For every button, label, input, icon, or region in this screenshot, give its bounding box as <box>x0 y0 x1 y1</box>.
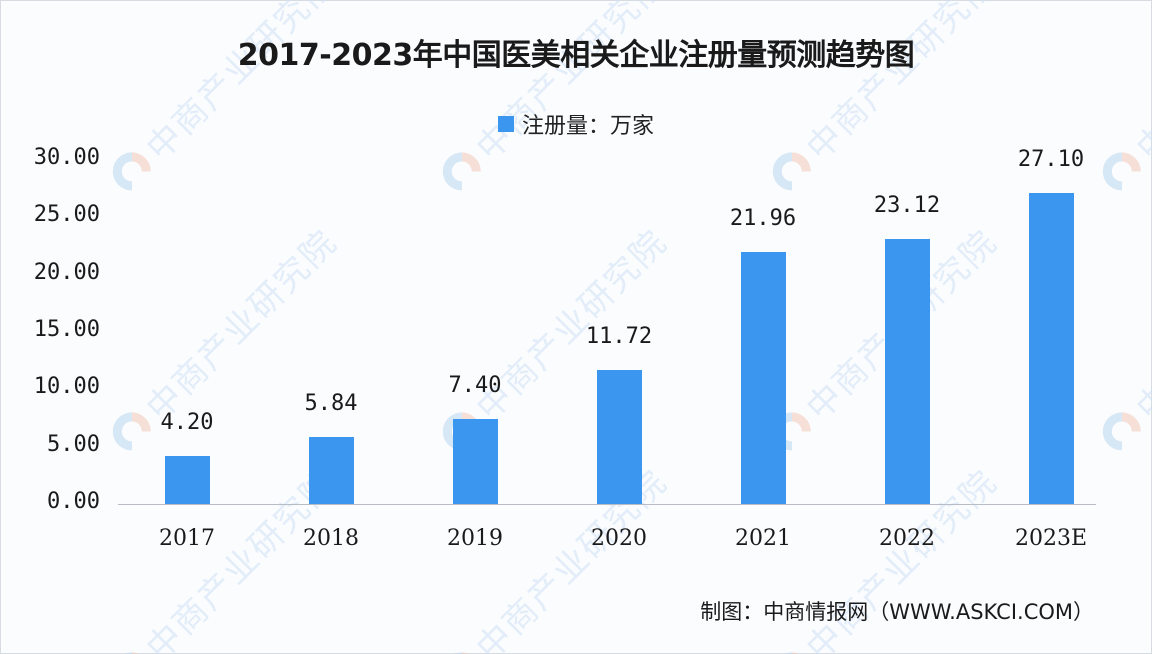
y-tick-label: 30.00 <box>33 145 100 170</box>
x-tick-label: 2023E <box>1014 526 1088 551</box>
y-tick-label: 25.00 <box>33 202 100 228</box>
data-label: 27.10 <box>1017 147 1085 173</box>
source-note: 制图：中商情报网（WWW.ASKCI.COM） <box>700 600 1094 624</box>
x-tick-label: 2020 <box>591 526 647 551</box>
y-tick-label: 15.00 <box>33 317 100 342</box>
x-tick-label: 2018 <box>303 526 359 551</box>
bar-2019 <box>453 419 498 504</box>
y-tick-label: 10.00 <box>33 374 100 400</box>
bar-2017 <box>165 455 210 504</box>
bar-2022 <box>885 238 930 504</box>
data-label: 7.40 <box>448 373 502 399</box>
bar-2023E <box>1029 193 1074 504</box>
y-tick-label: 0.00 <box>47 489 100 514</box>
data-label: 11.72 <box>585 323 653 349</box>
x-axis-line <box>118 504 1096 505</box>
data-label: 23.12 <box>873 192 941 218</box>
x-tick-label: 2017 <box>159 526 215 551</box>
legend-swatch-icon <box>497 116 514 132</box>
bar-2021 <box>741 252 786 504</box>
x-tick-label: 2022 <box>879 526 935 551</box>
x-tick-label: 2019 <box>447 526 503 551</box>
x-tick-label: 2021 <box>735 526 791 551</box>
data-label: 4.20 <box>160 409 214 435</box>
bar-2018 <box>309 437 354 504</box>
data-label: 5.84 <box>304 391 358 417</box>
y-tick-label: 5.00 <box>47 431 100 457</box>
legend-label: 注册量：万家 <box>521 114 654 139</box>
data-label: 21.96 <box>729 206 797 232</box>
legend: 注册量：万家 <box>0 108 1152 140</box>
y-tick-label: 20.00 <box>33 259 100 285</box>
chart-title: 2017-2023年中国医美相关企业注册量预测趋势图 <box>237 38 915 73</box>
bar-2020 <box>597 369 642 504</box>
